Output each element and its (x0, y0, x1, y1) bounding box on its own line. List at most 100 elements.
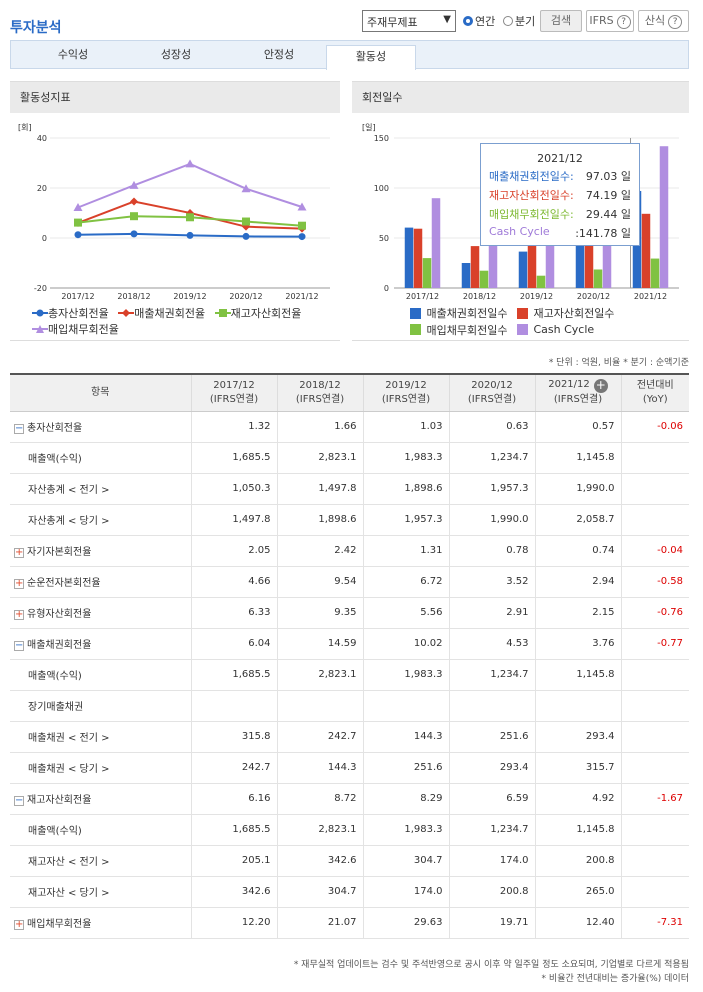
tab-profitability[interactable]: 수익성 (57, 48, 89, 61)
expand-icon[interactable]: + (14, 578, 24, 589)
bar (422, 258, 432, 288)
legend-item[interactable]: 매출채권회전일수 (410, 305, 507, 321)
search-button[interactable]: 검색 (540, 10, 582, 32)
row-label: 매출액(수익) (28, 826, 82, 837)
y-tick-label: -20 (34, 284, 47, 293)
radio-quarter[interactable]: 분기 (503, 13, 535, 35)
row-label: 자산총계 < 당기 > (28, 516, 110, 527)
cell-yoy: -0.06 (620, 411, 689, 443)
cell-value: 293.4 (534, 721, 621, 753)
x-tick-label: 2020/12 (229, 292, 262, 301)
cell-value: 1,685.5 (190, 814, 277, 846)
tab-bar: 수익성 성장성 안정성 활동성 (10, 40, 689, 70)
cell-value: 304.7 (276, 876, 363, 908)
row-label: 매출액(수익) (28, 671, 82, 682)
legend-item[interactable]: 매입채무회전율 (32, 321, 119, 337)
col-header: 2017/12 (IFRS연결) (190, 374, 277, 412)
radio-off-icon (503, 16, 513, 26)
col-header: 전년대비 (YoY) (620, 374, 689, 412)
table-row: 자산총계 < 당기 > 1,497.8 1,898.6 1,957.3 1,990.0 2… (10, 504, 689, 536)
col-header-item: 항목 (10, 374, 191, 412)
cell-value: 6.33 (190, 597, 277, 629)
expand-icon[interactable]: + (14, 919, 24, 930)
tab-activity[interactable]: 활동성 (326, 45, 416, 70)
row-label: 매입채무회전율 (27, 919, 92, 930)
y-tick-label: 150 (374, 134, 389, 143)
cell-value: 1,990.0 (448, 504, 535, 536)
cell-value: 2,823.1 (276, 814, 363, 846)
header-bar: 투자분석 주재무제표 ▼ 연간 분기 검색 IFRS? 산식? (0, 0, 703, 40)
tab-growth[interactable]: 성장성 (160, 48, 192, 61)
data-point (186, 231, 194, 239)
cell-value: 1,990.0 (534, 473, 621, 505)
cell-value: 315.8 (190, 721, 277, 753)
row-label: 총자산회전율 (27, 423, 83, 434)
row-label: 매출채권회전율 (27, 640, 92, 651)
cell-yoy (620, 659, 689, 691)
statement-select[interactable]: 주재무제표 ▼ (362, 10, 456, 32)
cell-yoy: -0.76 (620, 597, 689, 629)
cell-yoy (620, 473, 689, 505)
legend-item[interactable]: 재고자산회전율 (214, 305, 301, 321)
cell-value: 1,983.3 (362, 814, 449, 846)
x-tick-label: 2021/12 (285, 292, 318, 301)
expand-icon[interactable]: + (14, 609, 24, 620)
radio-annual[interactable]: 연간 (463, 13, 495, 35)
activity-line-chart: [회] 40 20 0 -20 2017/12 2018/12 2019/12 2020/12 2… (18, 123, 330, 301)
tab-stability[interactable]: 안정성 (263, 48, 295, 61)
expand-icon[interactable]: + (14, 547, 24, 558)
x-tick-label: 2020/12 (577, 292, 610, 301)
table-row: + 유형자산회전율 6.33 9.35 5.56 2.91 2.15 -0.76 (10, 597, 689, 629)
legend-item[interactable]: 재고자산회전일수 (516, 305, 614, 321)
cell-value (362, 690, 449, 722)
row-label: 재고자산회전율 (27, 795, 92, 806)
ifrs-help-button[interactable]: IFRS? (586, 10, 634, 32)
cell-value: 342.6 (190, 876, 277, 908)
data-point (297, 202, 307, 211)
cell-value (448, 690, 535, 722)
data-point (74, 231, 82, 239)
bar (536, 275, 546, 288)
cell-value: 293.4 (448, 752, 535, 784)
formula-help-button[interactable]: 산식? (638, 10, 689, 32)
cell-yoy: -7.31 (620, 907, 689, 939)
cell-value: 2,823.1 (276, 659, 363, 691)
legend-item[interactable]: 매입채무회전일수 (410, 322, 507, 338)
cell-value: 205.1 (190, 845, 277, 877)
table-row: 재고자산 < 당기 > 342.6 304.7 174.0 200.8 265.0 (10, 876, 689, 908)
table-row: 매출채권 < 전기 > 315.8 242.7 144.3 251.6 293.4 (10, 721, 689, 753)
collapse-icon[interactable]: − (14, 423, 24, 434)
data-point (73, 203, 83, 211)
y-tick-label: 50 (379, 234, 389, 243)
add-column-icon[interactable]: + (593, 378, 608, 394)
legend-item[interactable]: 총자산회전율 (32, 305, 109, 321)
table-row: 매출채권 < 당기 > 242.7 144.3 251.6 293.4 315.7 (10, 752, 689, 784)
cell-value: 200.8 (534, 845, 621, 877)
series-line (77, 162, 303, 209)
cell-value: 144.3 (362, 721, 449, 753)
collapse-icon[interactable]: − (14, 640, 24, 651)
cell-value: 0.78 (448, 535, 535, 567)
data-point (298, 233, 306, 241)
y-tick-label: 20 (37, 184, 47, 193)
collapse-icon[interactable]: − (14, 795, 24, 806)
cell-value: 6.16 (190, 783, 277, 815)
cell-value: 1,145.8 (534, 659, 621, 691)
x-tick-label: 2017/12 (406, 292, 439, 301)
x-tick-label: 2018/12 (117, 292, 150, 301)
y-unit-label: [일] (362, 123, 376, 132)
left-legend: 총자산회전율 매출채권회전율 재고자산회전율 매입채무회전율 (32, 305, 342, 337)
activity-table: 항목 2017/12 (IFRS연결) 2018/12 (IFRS연결) 2019/12(… (10, 373, 689, 939)
data-point (242, 217, 250, 226)
table-row: 매출액(수익) 1,685.5 2,823.1 1,983.3 1,234.7 1,145… (10, 659, 689, 691)
y-tick-label: 100 (374, 184, 389, 193)
bar (527, 244, 537, 288)
legend-item[interactable]: Cash Cycle (516, 323, 594, 336)
data-point (241, 184, 251, 193)
cell-value: 19.71 (448, 907, 535, 939)
table-row: 장기매출채권 (10, 690, 689, 722)
cell-value: 0.57 (534, 411, 621, 443)
legend-item[interactable]: 매출채권회전율 (118, 305, 205, 321)
cell-value: 6.59 (448, 783, 535, 815)
cell-value: 1.32 (190, 411, 277, 443)
